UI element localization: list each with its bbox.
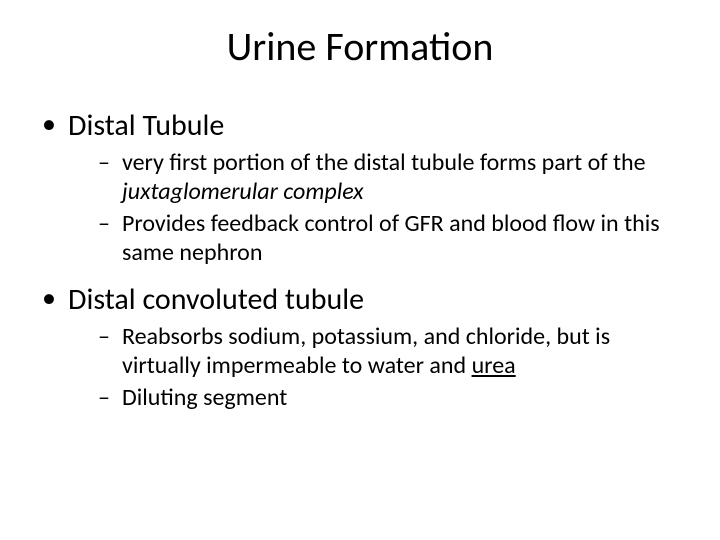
- sub-item: Diluting segment: [68, 383, 680, 412]
- sub-list: very first portion of the distal tubule …: [68, 148, 680, 267]
- sub-item: Reabsorbs sodium, potassium, and chlorid…: [68, 322, 680, 381]
- slide-title: Urine Formation: [40, 22, 680, 71]
- bullet-list: Distal Tubule very first portion of the …: [40, 107, 680, 412]
- sub-text: very first portion of the distal tubule …: [122, 148, 646, 177]
- sub-item: Provides feedback control of GFR and blo…: [68, 209, 680, 268]
- underline-text: urea: [472, 351, 516, 380]
- sub-text: Reabsorbs sodium, potassium, and chlorid…: [122, 322, 610, 380]
- sub-text: Diluting segment: [122, 383, 287, 412]
- bullet-distal-convoluted: Distal convoluted tubule Reabsorbs sodiu…: [40, 281, 680, 412]
- bullet-label: Distal Tubule: [68, 107, 224, 144]
- sub-item: very first portion of the distal tubule …: [68, 148, 680, 207]
- sub-text: Provides feedback control of GFR and blo…: [122, 209, 660, 267]
- bullet-distal-tubule: Distal Tubule very first portion of the …: [40, 107, 680, 267]
- sub-list: Reabsorbs sodium, potassium, and chlorid…: [68, 322, 680, 412]
- italic-text: juxtaglomerular complex: [122, 177, 364, 206]
- bullet-label: Distal convoluted tubule: [68, 281, 364, 318]
- slide: Urine Formation Distal Tubule very first…: [0, 0, 720, 540]
